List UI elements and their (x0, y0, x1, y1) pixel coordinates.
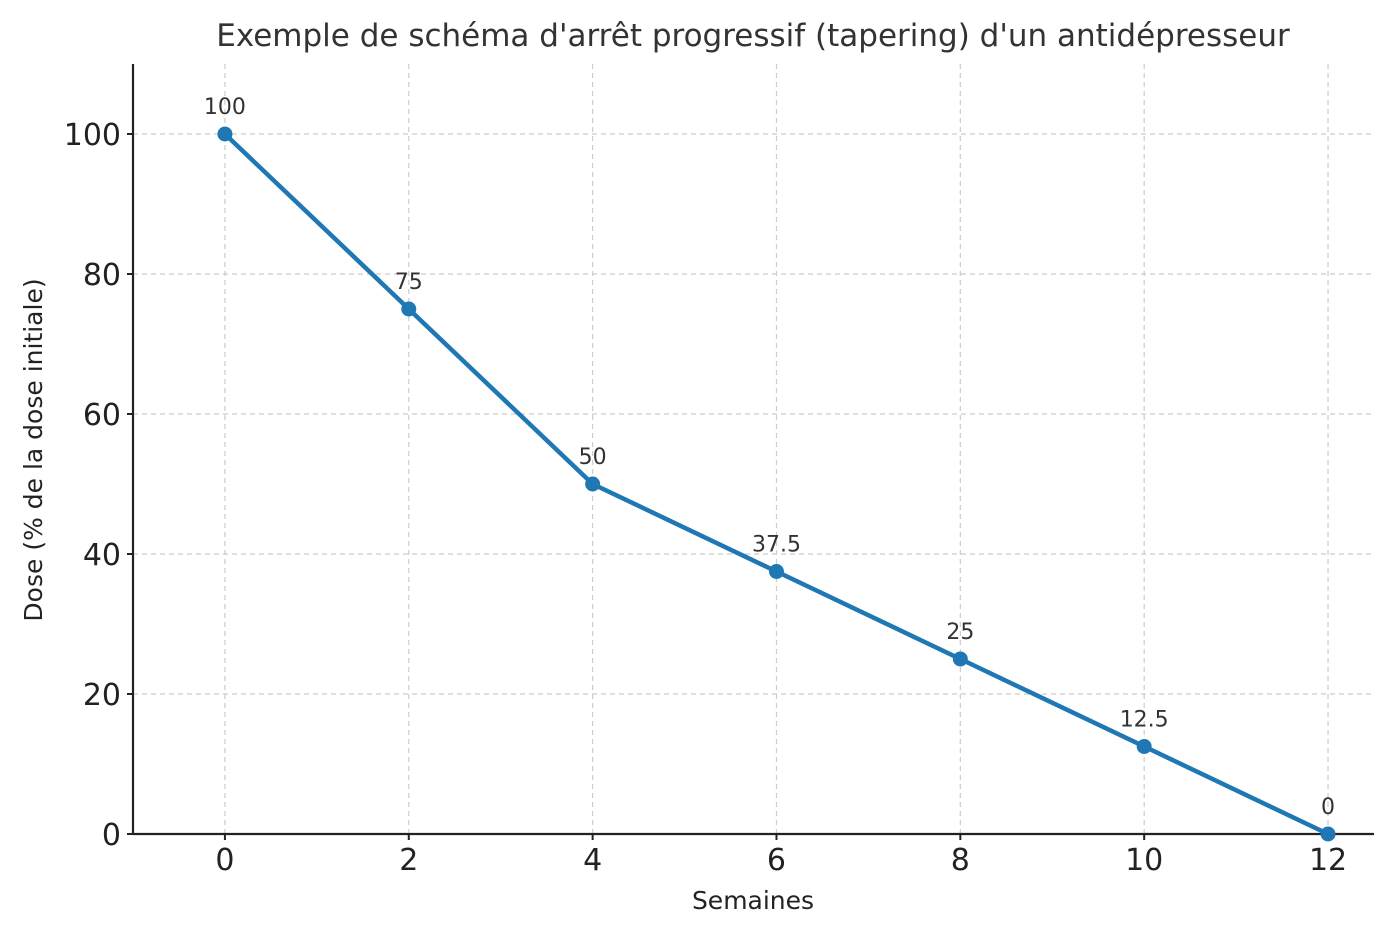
y-axis-label: Dose (% de la dose initiale) (19, 278, 48, 621)
x-tick-label: 4 (583, 843, 602, 878)
y-tick-label: 60 (83, 398, 121, 433)
y-tick-label: 40 (83, 538, 121, 573)
data-point (1136, 739, 1152, 754)
x-tick-label: 6 (767, 843, 786, 878)
data-point (1320, 826, 1336, 842)
data-label: 37.5 (752, 533, 801, 558)
data-label: 75 (395, 270, 423, 295)
data-label: 12.5 (1120, 708, 1169, 733)
data-label: 50 (579, 445, 607, 470)
y-tick-label: 20 (83, 678, 121, 713)
y-tick-label: 80 (83, 258, 121, 293)
data-point (585, 476, 601, 492)
x-tick-label: 2 (399, 843, 418, 878)
data-point (217, 126, 233, 142)
y-tick-label: 100 (64, 118, 121, 153)
data-label: 25 (946, 620, 974, 645)
data-labels: 100 75 50 37.5 25 12.5 0 (204, 95, 1335, 820)
series-layer (217, 126, 1336, 842)
x-axis-label: Semaines (692, 886, 814, 915)
data-point (952, 651, 968, 667)
x-tick-label: 8 (951, 843, 970, 878)
x-tick-label: 10 (1125, 843, 1163, 878)
x-tick-label: 12 (1309, 843, 1347, 878)
y-tick-label: 0 (102, 818, 121, 853)
axes: 0 2 4 6 8 10 12 0 20 40 60 80 100 (64, 64, 1374, 878)
data-label: 0 (1321, 795, 1335, 820)
data-point (401, 301, 417, 317)
grid (133, 64, 1374, 835)
data-point (768, 564, 784, 579)
x-tick-label: 0 (215, 843, 234, 878)
data-label: 100 (204, 95, 246, 120)
chart-title: Exemple de schéma d'arrêt progressif (ta… (216, 18, 1290, 54)
